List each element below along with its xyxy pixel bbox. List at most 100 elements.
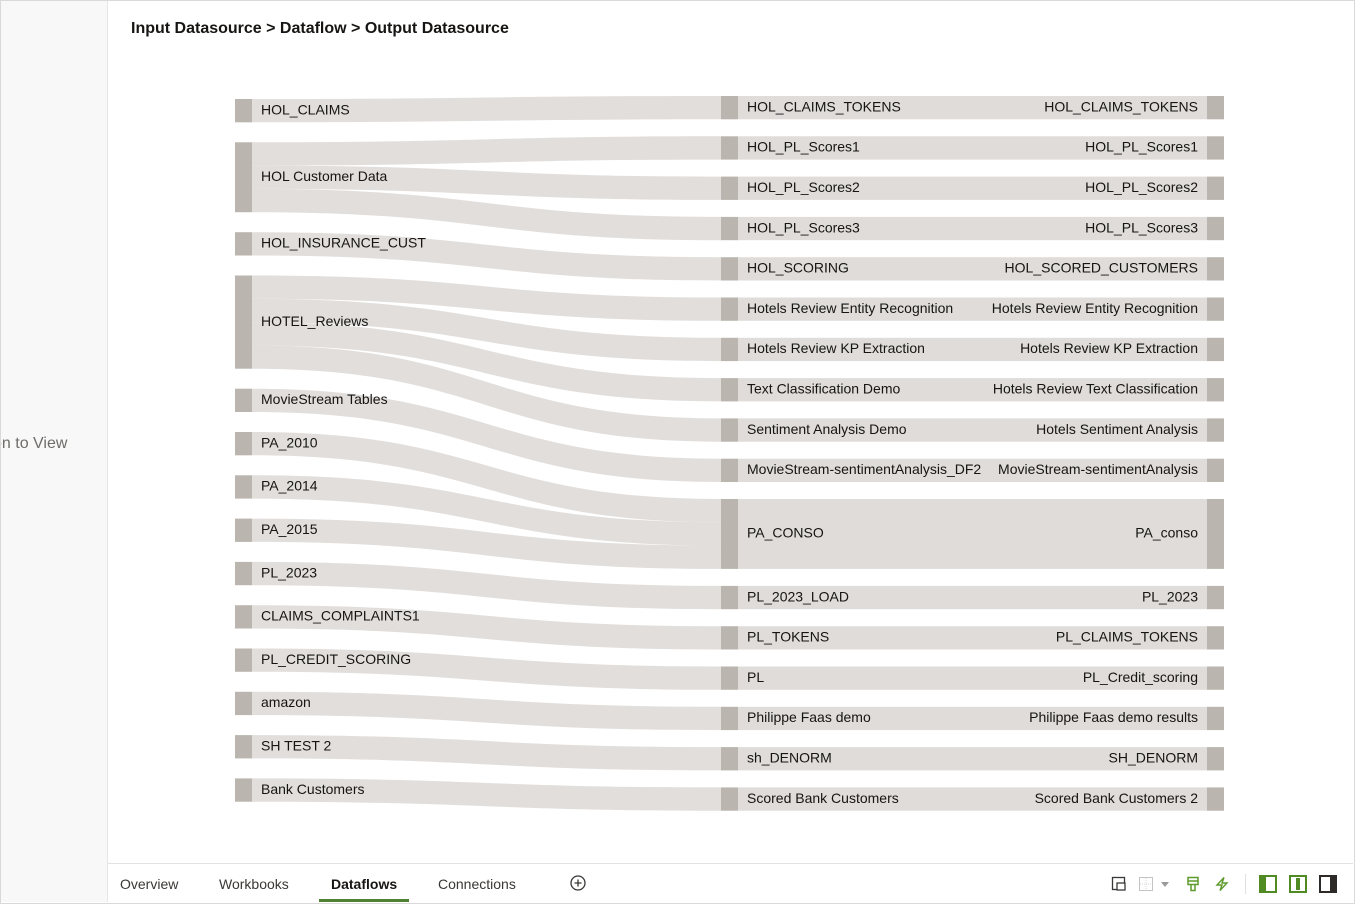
output-label: Hotels Sentiment Analysis (1036, 421, 1198, 437)
tab-dataflows[interactable]: Dataflows (319, 864, 410, 902)
add-tab-icon[interactable] (570, 875, 586, 891)
left-panel-text: on to View (1, 435, 68, 452)
dataflow-node (721, 787, 738, 811)
lightning-icon[interactable] (1214, 876, 1230, 892)
sankey-output-link-10 (738, 499, 1207, 569)
tab-connections[interactable]: Connections (438, 876, 516, 892)
sankey-output-link-11 (738, 585, 1207, 610)
sankey-link-5 (252, 275, 721, 321)
output-node (1207, 378, 1224, 402)
output-node (1207, 706, 1224, 731)
output-label: PL_CLAIMS_TOKENS (1056, 629, 1198, 645)
source-node (235, 388, 252, 412)
output-node (1207, 136, 1224, 160)
output-node (1207, 747, 1224, 771)
source-label: CLAIMS_COMPLAINTS1 (261, 608, 420, 624)
breadcrumb: Input Datasource > Dataflow > Output Dat… (131, 20, 509, 37)
sankey-link-6 (252, 298, 721, 362)
dataflow-node (721, 458, 738, 482)
sankey-link-13 (252, 561, 721, 610)
grid-layout-icon[interactable] (1138, 876, 1154, 892)
sankey-output-link-3 (738, 216, 1207, 241)
output-label: HOL_PL_Scores1 (1085, 139, 1198, 155)
left-panel-icon[interactable] (1259, 875, 1277, 893)
dataflow-node (721, 297, 738, 321)
dataflow-label: PA_CONSO (747, 525, 824, 541)
dataflow-label: HOL_PL_Scores2 (747, 179, 860, 195)
output-node (1207, 337, 1224, 362)
sankey-output-link-13 (738, 666, 1207, 690)
sankey-output-link-12 (738, 626, 1207, 650)
dataflow-label: Scored Bank Customers (747, 790, 899, 806)
output-node (1207, 787, 1224, 811)
dataflow-node (721, 136, 738, 160)
sankey-link-3 (252, 188, 721, 241)
tab-overview[interactable]: Overview (120, 876, 179, 892)
source-label: PA_2014 (261, 478, 318, 494)
canvas-properties-icon[interactable] (1111, 876, 1127, 892)
dataflow-node (721, 418, 738, 442)
sankey-link-4 (252, 232, 721, 281)
dataflow-node (721, 337, 738, 362)
dataflow-label: Hotels Review KP Extraction (747, 340, 925, 356)
sankey-link-2 (252, 165, 721, 200)
dataflow-node (721, 626, 738, 650)
source-label: SH TEST 2 (261, 737, 332, 753)
output-node (1207, 257, 1224, 281)
output-node (1207, 216, 1224, 241)
source-node (235, 99, 252, 123)
output-node (1207, 458, 1224, 482)
brush-icon[interactable] (1185, 876, 1201, 892)
output-label: Hotels Review Entity Recognition (992, 300, 1198, 316)
sankey-link-12 (252, 518, 721, 569)
chevron-down-icon[interactable] (1160, 876, 1170, 892)
dataflow-node (721, 96, 738, 120)
sankey-output-link-2 (738, 176, 1207, 200)
output-label: Hotels Review KP Extraction (1020, 340, 1198, 356)
source-label: HOL_CLAIMS (261, 101, 350, 117)
output-label: PA_conso (1135, 525, 1198, 541)
source-node (235, 142, 252, 213)
dataflow-node (721, 257, 738, 281)
sankey-output-link-15 (738, 747, 1207, 771)
output-label: Philippe Faas demo results (1029, 709, 1198, 725)
source-label: HOL Customer Data (261, 168, 388, 184)
source-label: MovieStream Tables (261, 391, 388, 407)
sankey-output-link-6 (738, 337, 1207, 362)
dataflow-label: Hotels Review Entity Recognition (747, 300, 953, 316)
output-node (1207, 418, 1224, 442)
output-label: PL_Credit_scoring (1083, 669, 1198, 685)
dataflow-label: PL_2023_LOAD (747, 588, 849, 604)
output-label: HOL_CLAIMS_TOKENS (1044, 98, 1198, 114)
bottom-tab-bar: Overview Workbooks Dataflows Connections (108, 863, 1353, 903)
output-label: SH_DENORM (1109, 749, 1198, 765)
sankey-link-14 (252, 605, 721, 650)
dataflow-label: Sentiment Analysis Demo (747, 421, 907, 437)
output-label: HOL_SCORED_CUSTOMERS (1005, 260, 1198, 276)
right-panel-icon[interactable] (1319, 875, 1337, 893)
sankey-link-16 (252, 691, 721, 731)
output-node (1207, 499, 1224, 569)
sankey-link-8 (252, 345, 721, 442)
dataflow-node (721, 216, 738, 241)
dataflow-label: PL_TOKENS (747, 629, 829, 645)
sankey-diagram: HOL_CLAIMS HOL Customer Data HOL_INSURANCE… (235, 96, 1224, 811)
sankey-link-0 (252, 96, 721, 123)
output-node (1207, 96, 1224, 120)
source-node (235, 778, 252, 802)
center-panel-icon[interactable] (1289, 875, 1307, 893)
source-node (235, 691, 252, 716)
sankey-output-link-1 (738, 136, 1207, 160)
sankey-output-link-5 (738, 297, 1207, 321)
output-node (1207, 176, 1224, 200)
source-node (235, 735, 252, 759)
dataflow-node (721, 666, 738, 690)
sankey-output-link-8 (738, 418, 1207, 442)
output-node (1207, 666, 1224, 690)
sankey-link-7 (252, 322, 721, 402)
sankey-output-link-16 (738, 787, 1207, 811)
sankey-link-15 (252, 648, 721, 690)
left-panel: on to View (1, 1, 108, 902)
tab-workbooks[interactable]: Workbooks (219, 876, 289, 892)
dataflow-label: HOL_PL_Scores3 (747, 219, 860, 235)
